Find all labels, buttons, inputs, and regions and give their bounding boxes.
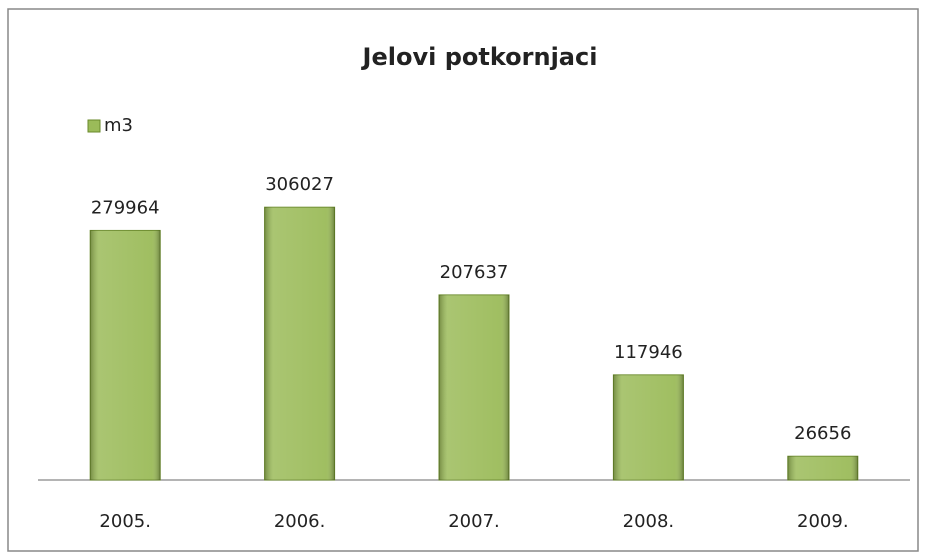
x-tick-label: 2006.	[274, 511, 326, 532]
data-label: 279964	[91, 197, 160, 218]
legend-swatch	[87, 119, 101, 133]
data-label: 117946	[614, 342, 683, 363]
x-tick-label: 2005.	[99, 511, 151, 532]
data-label: 26656	[794, 423, 851, 444]
chart-title: Jelovi potkornjaci	[361, 43, 598, 71]
x-tick-label: 2007.	[448, 511, 500, 532]
x-tick-label: 2008.	[623, 511, 675, 532]
data-label: 306027	[265, 174, 334, 195]
bar-shade	[264, 207, 335, 480]
bar-shade	[787, 456, 858, 480]
bar-shade	[613, 374, 684, 480]
data-label: 207637	[440, 262, 509, 283]
legend-label: m3	[104, 115, 133, 136]
bar-shade	[439, 294, 509, 480]
bar-shade	[90, 230, 161, 480]
x-tick-label: 2009.	[797, 511, 849, 532]
